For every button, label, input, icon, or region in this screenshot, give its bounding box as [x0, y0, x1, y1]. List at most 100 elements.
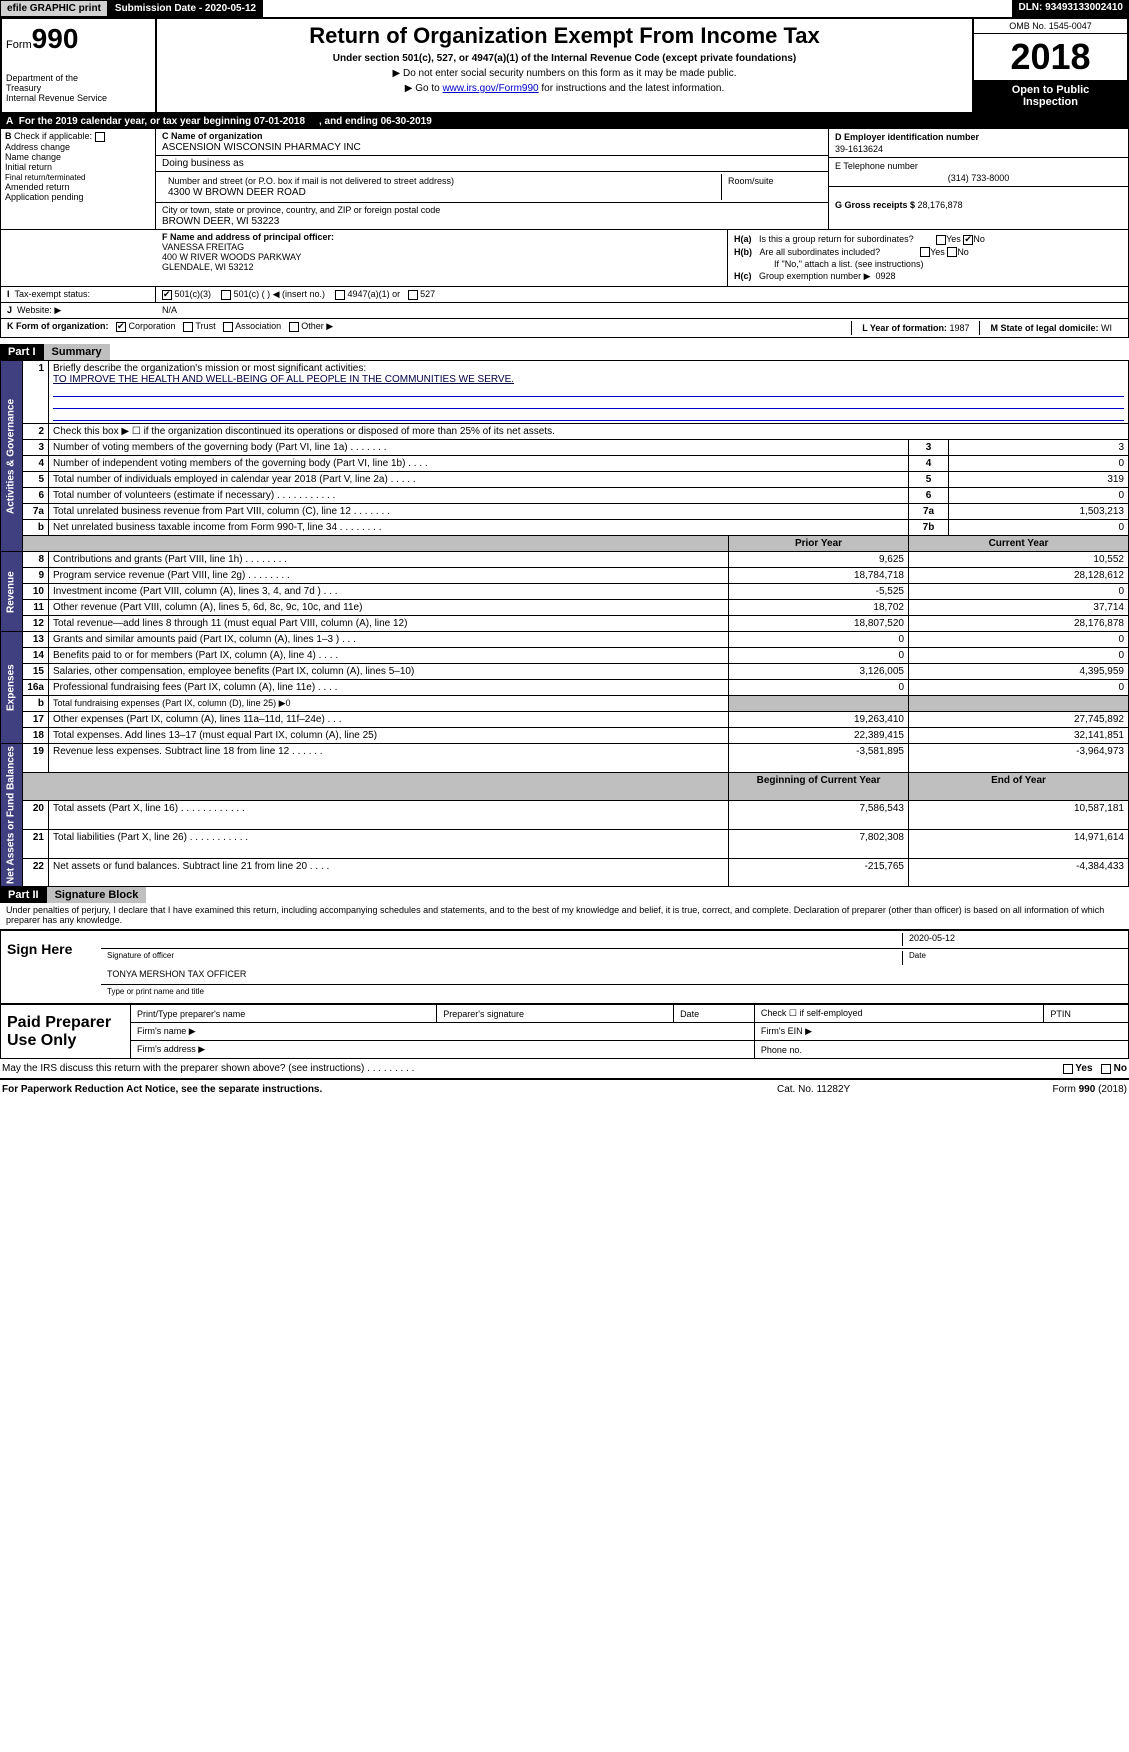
date-lbl: Date [674, 1005, 755, 1023]
line-desc: Other expenses (Part IX, column (A), lin… [49, 712, 729, 728]
line-num: 11 [23, 600, 49, 616]
prior-val: 0 [729, 648, 909, 664]
line-num: 10 [23, 584, 49, 600]
checkbox[interactable] [162, 290, 172, 300]
curr-val: 37,714 [909, 600, 1129, 616]
curr-val: 0 [909, 680, 1129, 696]
line-desc: Check this box ▶ ☐ if the organization d… [49, 424, 1129, 440]
line-num: 1 [23, 361, 49, 424]
line-num: 2 [23, 424, 49, 440]
line-num: 15 [23, 664, 49, 680]
vtab-netassets: Net Assets or Fund Balances [1, 744, 23, 887]
line-desc: Number of independent voting members of … [49, 456, 909, 472]
tax-exempt-opts: 501(c)(3) 501(c) ( ) ◀ (insert no.) 4947… [156, 287, 1128, 302]
checkbox[interactable] [1101, 1064, 1111, 1074]
checkbox[interactable] [183, 322, 193, 332]
tel-field: E Telephone number (314) 733-8000 [829, 158, 1128, 187]
ein-field: D Employer identification number 39-1613… [829, 129, 1128, 158]
checkbox[interactable] [223, 322, 233, 332]
checkbox[interactable] [1063, 1064, 1073, 1074]
curr-val: 10,552 [909, 552, 1129, 568]
irs-link[interactable]: www.irs.gov/Form990 [442, 83, 538, 94]
line-val: 0 [949, 488, 1129, 504]
curr-val: 10,587,181 [909, 801, 1129, 830]
line-desc: Number of voting members of the governin… [49, 440, 909, 456]
line-num: 4 [23, 456, 49, 472]
line-desc: Net unrelated business taxable income fr… [49, 520, 909, 536]
line-desc: Investment income (Part VIII, column (A)… [49, 584, 729, 600]
line-num: 5 [23, 472, 49, 488]
sig-date-val: 2020-05-12 [902, 933, 1122, 946]
checkbox[interactable] [335, 290, 345, 300]
curr-val: 0 [909, 648, 1129, 664]
line-desc: Total expenses. Add lines 13–17 (must eq… [49, 728, 729, 744]
form-note2: ▶ Go to www.irs.gov/Form990 for instruct… [161, 83, 968, 94]
line-desc: Grants and similar amounts paid (Part IX… [49, 632, 729, 648]
line-num: 22 [23, 858, 49, 887]
line-desc: Benefits paid to or for members (Part IX… [49, 648, 729, 664]
ptin-lbl: PTIN [1044, 1005, 1129, 1023]
line-num: 9 [23, 568, 49, 584]
gray-cell [909, 696, 1129, 712]
prior-val: 0 [729, 680, 909, 696]
curr-val: -4,384,433 [909, 858, 1129, 887]
firm-name: Firm's name ▶ [131, 1023, 755, 1041]
col-b: B Check if applicable: Address change Na… [1, 129, 156, 229]
firm-addr: Firm's address ▶ [131, 1041, 755, 1059]
prior-val: -3,581,895 [729, 744, 909, 773]
date-lbl: Date [902, 951, 1122, 965]
checkbox[interactable] [221, 290, 231, 300]
mission-desc: Briefly describe the organization's miss… [49, 361, 1129, 424]
line-desc: Total assets (Part X, line 16) . . . . .… [49, 801, 729, 830]
form-number: Form990 [6, 23, 151, 55]
checkbox[interactable] [963, 235, 973, 245]
line-desc: Total fundraising expenses (Part IX, col… [49, 696, 729, 712]
gross-receipts: G Gross receipts $ 28,176,878 [829, 187, 1128, 213]
open-public: Open to PublicInspection [974, 80, 1127, 112]
line-num: 18 [23, 728, 49, 744]
checkbox[interactable] [116, 322, 126, 332]
tax-exempt-label: I Tax-exempt status: [1, 287, 156, 302]
line-num: 16a [23, 680, 49, 696]
prior-val: 18,784,718 [729, 568, 909, 584]
checkbox[interactable] [408, 290, 418, 300]
firm-ein: Firm's EIN ▶ [754, 1023, 1128, 1041]
line-val: 1,503,213 [949, 504, 1129, 520]
print-name-lbl: Print/Type preparer's name [131, 1005, 437, 1023]
curr-val: 4,395,959 [909, 664, 1129, 680]
line-num: 17 [23, 712, 49, 728]
line-desc: Revenue less expenses. Subtract line 18 … [49, 744, 729, 773]
checkbox[interactable] [920, 247, 930, 257]
website-val: N/A [156, 303, 1128, 318]
sig-officer-field[interactable] [107, 933, 902, 946]
prior-val: 18,807,520 [729, 616, 909, 632]
vtab-expenses: Expenses [1, 632, 23, 744]
checkbox[interactable] [289, 322, 299, 332]
form-org: K Form of organization: Corporation Trus… [7, 321, 851, 335]
state-domicile: M State of legal domicile: WI [979, 321, 1122, 335]
dept-treasury: Department of the Treasury Internal Reve… [6, 73, 151, 103]
checkbox[interactable] [947, 247, 957, 257]
curr-val: 27,745,892 [909, 712, 1129, 728]
col-hdr: End of Year [909, 772, 1129, 801]
line-desc: Other revenue (Part VIII, column (A), li… [49, 600, 729, 616]
line-num: 20 [23, 801, 49, 830]
curr-val: 32,141,851 [909, 728, 1129, 744]
curr-val: 14,971,614 [909, 830, 1129, 859]
curr-val: 28,128,612 [909, 568, 1129, 584]
efile-badge: efile GRAPHIC print [0, 0, 108, 17]
line-num: 12 [23, 616, 49, 632]
gray-cell [729, 696, 909, 712]
paperwork-notice: For Paperwork Reduction Act Notice, see … [2, 1084, 777, 1095]
line-box: 4 [909, 456, 949, 472]
checkbox[interactable] [936, 235, 946, 245]
part2-title: Signature Block [47, 887, 147, 903]
line-val: 3 [949, 440, 1129, 456]
form-subtitle: Under section 501(c), 527, or 4947(a)(1)… [161, 53, 968, 64]
prior-val: 7,586,543 [729, 801, 909, 830]
line-box: 7b [909, 520, 949, 536]
checkbox[interactable] [95, 132, 105, 142]
line-num: 14 [23, 648, 49, 664]
street-field: Number and street (or P.O. box if mail i… [162, 174, 722, 200]
vtab-governance: Activities & Governance [1, 361, 23, 552]
